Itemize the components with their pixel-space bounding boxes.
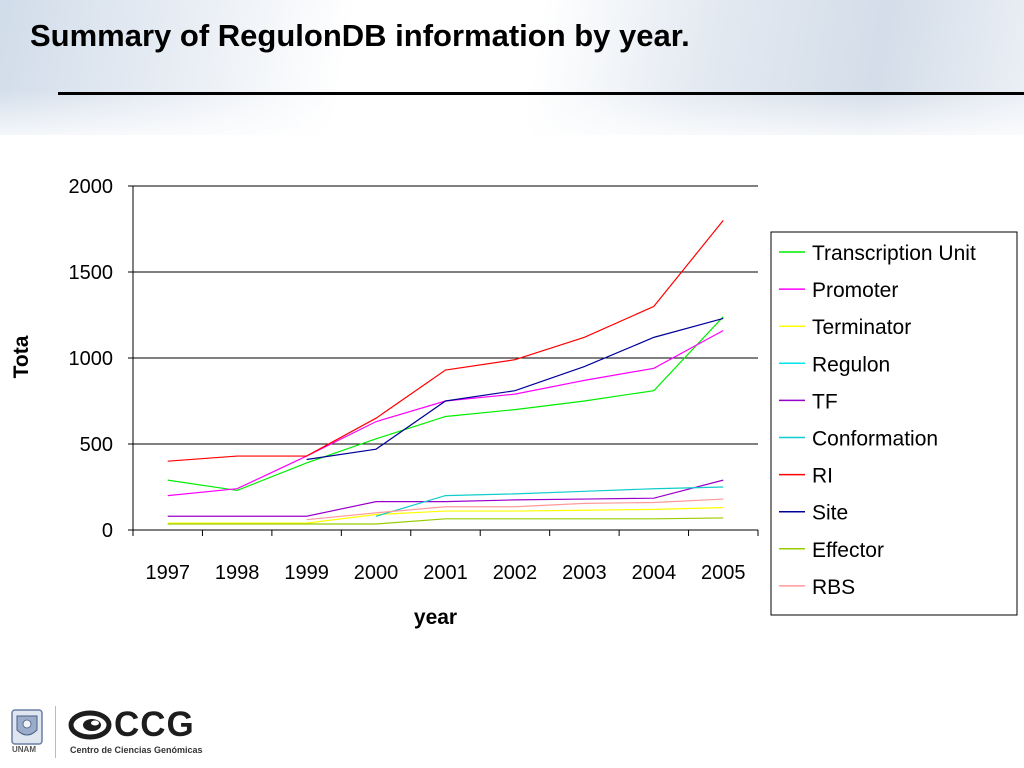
series-line-conformation (375, 486, 724, 517)
legend-label: TF (812, 390, 838, 413)
x-tick-label: 2000 (354, 562, 399, 584)
y-tick-label: 1500 (69, 262, 114, 284)
y-tick-label: 2000 (69, 176, 114, 198)
series-line-ri (167, 220, 724, 462)
series-line-rbs (306, 498, 724, 521)
ccg-swirl-icon (68, 710, 112, 740)
series-line-tf (167, 479, 724, 517)
legend-label: Conformation (812, 428, 938, 451)
x-tick-label: 1998 (215, 562, 260, 584)
legend-label: Transcription Unit (812, 242, 976, 265)
footer-logos: UNAM CCG Centro de Ciencias Genómicas (0, 698, 300, 768)
legend: Transcription Unit Promoter Terminator Regu… (770, 231, 1018, 616)
legend-label: Site (812, 502, 848, 525)
slide-title: Summary of RegulonDB information by year… (30, 18, 690, 53)
title-rule (58, 92, 1024, 95)
unam-seal-icon (11, 709, 43, 745)
footer-divider (55, 706, 56, 758)
series-line-transcription-unit (167, 316, 724, 492)
unam-label: UNAM (12, 745, 36, 754)
ccg-subtitle: Centro de Ciencias Genómicas (70, 745, 203, 755)
x-tick-label: 2002 (493, 562, 538, 584)
x-tick-label: 2003 (562, 562, 607, 584)
series-line-site (306, 317, 724, 461)
grid-layer (133, 185, 758, 445)
legend-label: RI (812, 465, 833, 488)
background-fade (0, 90, 1024, 150)
legend-label: RBS (812, 576, 855, 599)
ccg-logo-text: CCG (114, 705, 195, 744)
y-tick-label: 0 (102, 520, 113, 542)
series-line-promoter (167, 329, 724, 497)
series-line-terminator (167, 507, 724, 524)
series-line-effector (167, 517, 724, 525)
x-tick-label: 1997 (145, 562, 190, 584)
legend-box (770, 231, 1018, 616)
y-axis-title: Tota (10, 335, 33, 378)
y-tick-label: 1000 (69, 348, 114, 370)
x-tick-label: 2004 (632, 562, 677, 584)
x-tick-label: 2001 (423, 562, 468, 584)
x-tick-label: 2005 (701, 562, 746, 584)
legend-label: Promoter (812, 279, 898, 302)
x-tick-label: 1999 (284, 562, 329, 584)
series-layer (167, 220, 724, 525)
legend-label: Regulon (812, 353, 890, 376)
x-axis-title: year (414, 606, 457, 629)
y-tick-label: 500 (80, 434, 113, 456)
legend-label: Effector (812, 539, 884, 562)
axis-layer: 0 500 1000 1500 2000 1997 1998 1999 2000 2001 2002… (10, 176, 759, 629)
legend-label: Terminator (812, 316, 911, 339)
